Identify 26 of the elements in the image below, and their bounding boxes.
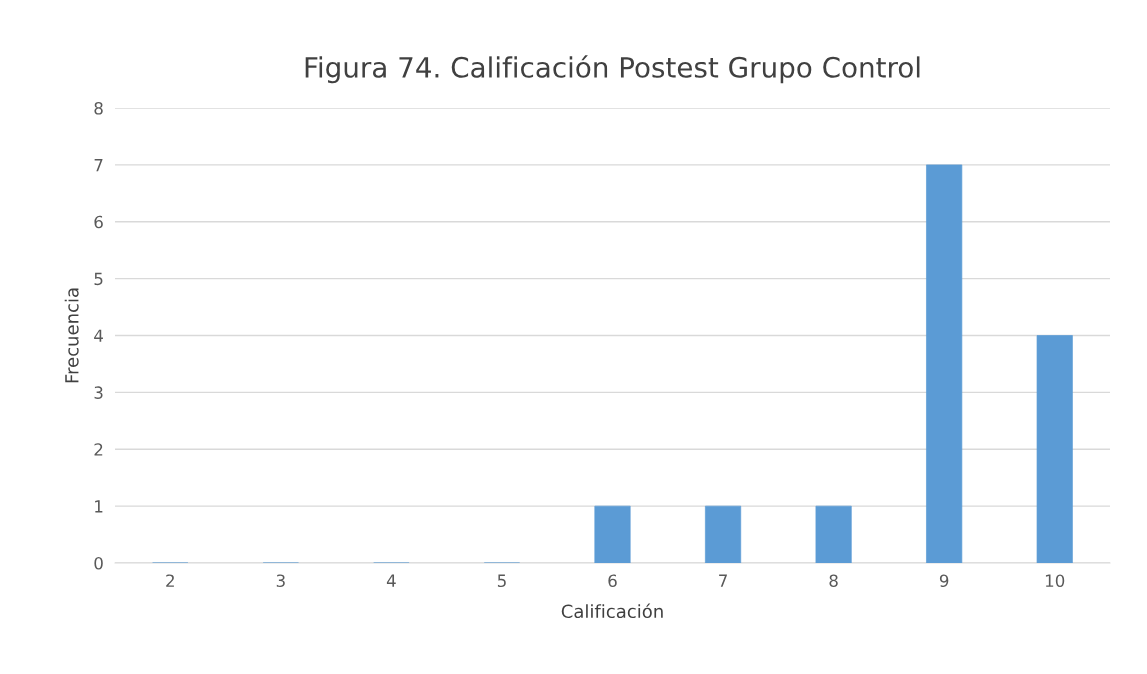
x-tick-label: 4 [386, 574, 396, 587]
y-axis-title: Frecuencia [64, 288, 79, 383]
x-tick-label: 5 [497, 574, 506, 588]
y-tick-label: 4 [94, 329, 103, 342]
x-tick-label: 3 [276, 574, 285, 588]
chart-title: Figura 74. Calificación Postest Grupo Control [305, 55, 920, 84]
y-tick-label: 7 [94, 159, 103, 172]
y-tick-label: 6 [94, 215, 103, 229]
x-tick-label: 7 [719, 574, 727, 587]
x-axis-title: Calificación [561, 603, 663, 619]
bar [705, 505, 742, 563]
x-tick-label: 9 [939, 574, 949, 588]
y-tick-label: 2 [94, 443, 103, 456]
x-tick-label: 2 [166, 574, 174, 587]
y-tick-label: 8 [94, 101, 103, 115]
y-tick-label: 3 [94, 386, 103, 399]
y-tick-label: 1 [95, 500, 103, 513]
bar [594, 505, 631, 563]
bar [815, 505, 852, 563]
x-tick-label: 10 [1045, 574, 1065, 588]
y-tick-label: 0 [94, 556, 103, 570]
x-tick-label: 6 [608, 574, 617, 588]
bar [926, 164, 963, 563]
bar [1036, 335, 1073, 563]
y-tick-label: 5 [94, 272, 103, 286]
x-tick-label: 8 [829, 574, 838, 588]
